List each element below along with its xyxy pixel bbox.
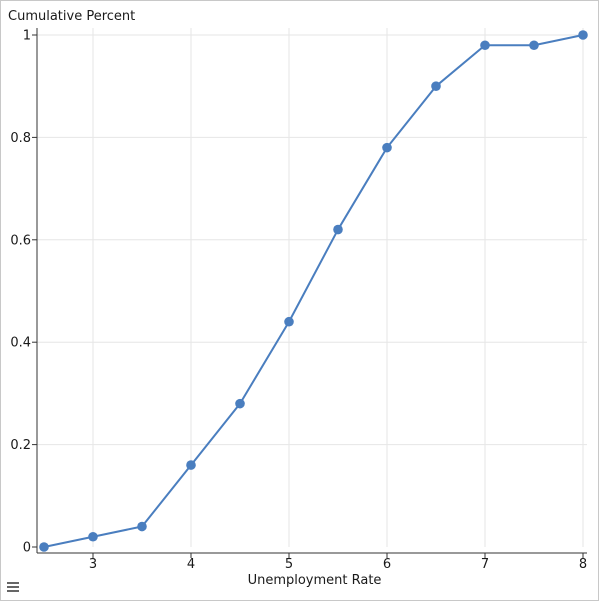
menu-icon[interactable] [7, 582, 19, 593]
data-point [480, 40, 490, 51]
data-point [431, 81, 441, 91]
y-axis-title: Cumulative Percent [8, 9, 136, 24]
data-point [382, 142, 392, 153]
y-tick-label: 0.6 [10, 233, 31, 248]
series-line [43, 34, 584, 548]
data-point [235, 398, 245, 409]
data-point [578, 30, 588, 40]
y-tick-label: 0.4 [10, 336, 31, 351]
y-tick-label: 0.8 [10, 131, 31, 146]
data-point [529, 40, 539, 51]
data-point [186, 460, 196, 470]
y-tick-label: 0.2 [10, 438, 31, 453]
x-tick-label: 4 [187, 557, 195, 572]
y-tick-label: 1 [23, 29, 31, 44]
data-point [137, 521, 147, 532]
x-tick-label: 3 [89, 557, 97, 572]
x-tick-label: 8 [579, 557, 587, 572]
data-point [333, 224, 343, 235]
data-point [284, 316, 294, 327]
x-axis-title: Unemployment Rate [247, 573, 382, 588]
data-point [88, 531, 98, 542]
x-tick-label: 6 [383, 557, 391, 572]
data-point [39, 542, 49, 552]
x-tick-label: 7 [481, 557, 489, 572]
x-tick-label: 5 [285, 557, 293, 572]
y-tick-label: 0 [23, 541, 31, 556]
